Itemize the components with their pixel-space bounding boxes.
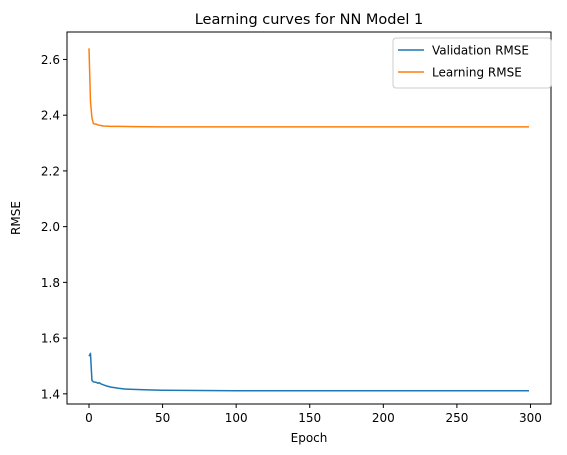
y-axis: 1.4 1.6 1.8 2.0 2.2 2.4 2.6 xyxy=(41,53,67,401)
x-tick-label: 300 xyxy=(519,411,542,425)
y-tick-label: 2.0 xyxy=(41,220,60,234)
y-tick-label: 1.6 xyxy=(41,332,60,346)
y-tick-label: 1.8 xyxy=(41,276,60,290)
x-tick-label: 100 xyxy=(225,411,248,425)
x-axis-title: Epoch xyxy=(291,431,328,445)
legend-label-0: Validation RMSE xyxy=(432,44,529,58)
x-tick-label: 0 xyxy=(85,411,93,425)
x-tick-label: 50 xyxy=(155,411,170,425)
y-tick-label: 2.2 xyxy=(41,164,60,178)
legend-box xyxy=(392,37,552,89)
chart-title: Learning curves for NN Model 1 xyxy=(195,12,424,28)
y-tick-label: 2.6 xyxy=(41,53,60,67)
plot-frame xyxy=(66,31,552,405)
legend-label-1: Learning RMSE xyxy=(432,66,522,80)
x-axis: 0 50 100 150 200 250 300 xyxy=(85,404,542,425)
y-axis-title: RMSE xyxy=(9,201,23,235)
series-line-0 xyxy=(88,352,529,392)
x-tick-label: 150 xyxy=(298,411,321,425)
y-tick-label: 2.4 xyxy=(41,109,60,123)
plot-area xyxy=(88,48,529,392)
x-tick-label: 250 xyxy=(445,411,468,425)
series-line-1 xyxy=(88,48,529,128)
legend: Validation RMSE Learning RMSE xyxy=(392,37,552,89)
x-tick-label: 200 xyxy=(372,411,395,425)
y-tick-label: 1.4 xyxy=(41,387,60,401)
